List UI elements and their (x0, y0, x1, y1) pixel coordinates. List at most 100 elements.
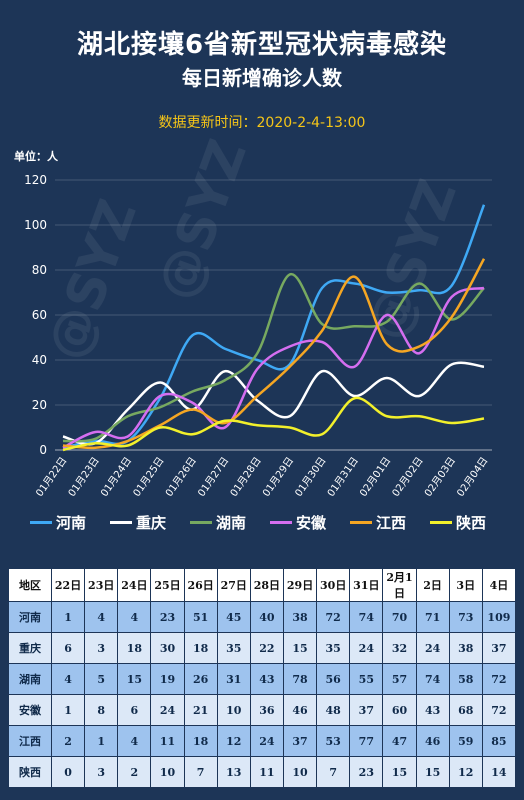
x-tick-label: 02月02日 (390, 455, 426, 499)
table-cell: 1 (84, 725, 119, 757)
table-cell: 109 (481, 601, 517, 633)
table-cell: 24 (249, 725, 284, 757)
table-cell: 31 (216, 663, 251, 695)
table-cell: 15 (382, 756, 417, 788)
x-tick-label: 02月04日 (455, 455, 491, 499)
table-row-header: 陕西 (8, 756, 52, 788)
y-tick-label: 20 (32, 398, 47, 412)
table-cell: 70 (382, 601, 417, 633)
table-cell: 1 (50, 694, 86, 726)
legend-item: 安徽 (270, 512, 326, 533)
table-cell: 15 (415, 756, 450, 788)
table-cell: 2 (117, 756, 152, 788)
y-tick-label: 120 (24, 173, 47, 187)
chart-title: 湖北接壤6省新型冠状病毒感染 (76, 30, 448, 60)
table-header-cell: 2日 (415, 568, 450, 602)
table-cell: 24 (415, 632, 450, 664)
series-line-江西 (62, 258, 486, 450)
table-cell: 5 (84, 663, 119, 695)
table-row: 河南 1 4 4 23 51 45 40 38 72 74 70 71 73 109 (8, 601, 517, 633)
y-tick-label: 60 (32, 308, 47, 322)
table-cell: 14 (481, 756, 517, 788)
series-line-陕西 (62, 396, 485, 452)
table-cell: 23 (349, 756, 384, 788)
series-line-安徽 (62, 286, 485, 449)
legend-item: 陕西 (430, 512, 486, 533)
table-cell: 47 (382, 725, 417, 757)
table-cell: 6 (117, 694, 152, 726)
table-cell: 45 (216, 601, 251, 633)
table-cell: 71 (415, 601, 450, 633)
table-header-cell: 3日 (448, 568, 483, 602)
table-cell: 60 (382, 694, 417, 726)
table-row: 安徽 1 8 6 24 21 10 36 46 48 37 60 43 68 72 (8, 694, 517, 726)
data-table: 地区 22日 23日 24日 25日 26日 27日 28日 29日 30日 31日 2月1日 2日 3日… (8, 568, 517, 788)
legend-item: 湖南 (190, 512, 246, 533)
table-cell: 7 (183, 756, 218, 788)
legend-item: 河南 (30, 512, 86, 533)
table-cell: 18 (183, 725, 218, 757)
table-cell: 77 (349, 725, 384, 757)
table-cell: 10 (150, 756, 185, 788)
table-header-cell: 31日 (349, 568, 384, 602)
legend-label: 湖南 (216, 514, 247, 532)
table-cell: 8 (84, 694, 119, 726)
table-cell: 78 (282, 663, 318, 695)
table-cell: 35 (216, 632, 251, 664)
table-cell: 57 (382, 663, 417, 695)
table-header-cell: 27日 (216, 568, 251, 602)
table-header-cell: 2月1日 (382, 568, 417, 602)
table-cell: 10 (282, 756, 318, 788)
table-cell: 72 (481, 694, 517, 726)
x-tick-label: 01月24日 (98, 455, 134, 499)
table-cell: 26 (183, 663, 218, 695)
table-header-cell: 26日 (183, 568, 218, 602)
table-cell: 46 (415, 725, 450, 757)
table-cell: 18 (117, 632, 152, 664)
x-tick-label: 01月29日 (260, 455, 296, 499)
legend-label: 重庆 (136, 514, 167, 532)
table-cell: 21 (183, 694, 218, 726)
table-cell: 73 (448, 601, 483, 633)
table-cell: 15 (117, 663, 152, 695)
table-cell: 24 (349, 632, 384, 664)
y-tick-label: 80 (32, 263, 47, 277)
legend-swatch (190, 521, 212, 524)
legend-swatch (430, 521, 452, 524)
legend-item: 江西 (350, 512, 406, 533)
table-row: 江西 2 1 4 11 18 12 24 37 53 77 47 46 59 85 (8, 725, 517, 757)
table-cell: 55 (349, 663, 384, 695)
table-cell: 22 (249, 632, 284, 664)
table-cell: 43 (415, 694, 450, 726)
legend-swatch (30, 521, 52, 524)
table-cell: 4 (117, 725, 152, 757)
table-cell: 35 (316, 632, 351, 664)
table-header-cell: 22日 (50, 568, 86, 602)
table-cell: 24 (150, 694, 185, 726)
table-cell: 2 (50, 725, 86, 757)
table-cell: 30 (150, 632, 185, 664)
table-header-cell: 25日 (150, 568, 185, 602)
table-cell: 36 (249, 694, 284, 726)
table-cell: 53 (316, 725, 351, 757)
table-cell: 7 (316, 756, 351, 788)
table-cell: 10 (216, 694, 251, 726)
table-header-cell: 24日 (117, 568, 152, 602)
table-cell: 74 (349, 601, 384, 633)
table-cell: 4 (117, 601, 152, 633)
legend-label: 江西 (376, 514, 407, 532)
line-chart: 02040608010012001月22日01月23日01月24日01月25日0… (24, 173, 492, 499)
y-tick-label: 100 (24, 218, 47, 232)
table-cell: 12 (216, 725, 251, 757)
series-line-河南 (62, 204, 486, 449)
table-cell: 11 (150, 725, 185, 757)
table-header-cell: 4日 (481, 568, 517, 602)
series-line-重庆 (62, 361, 485, 446)
table-cell: 0 (50, 756, 86, 788)
table-row: 湖南 4 5 15 19 26 31 43 78 56 55 57 74 58 72 (8, 663, 517, 695)
table-cell: 46 (282, 694, 318, 726)
table-cell: 12 (448, 756, 483, 788)
table-row-header: 重庆 (8, 632, 52, 664)
x-tick-label: 01月31日 (325, 455, 361, 499)
table-cell: 23 (150, 601, 185, 633)
